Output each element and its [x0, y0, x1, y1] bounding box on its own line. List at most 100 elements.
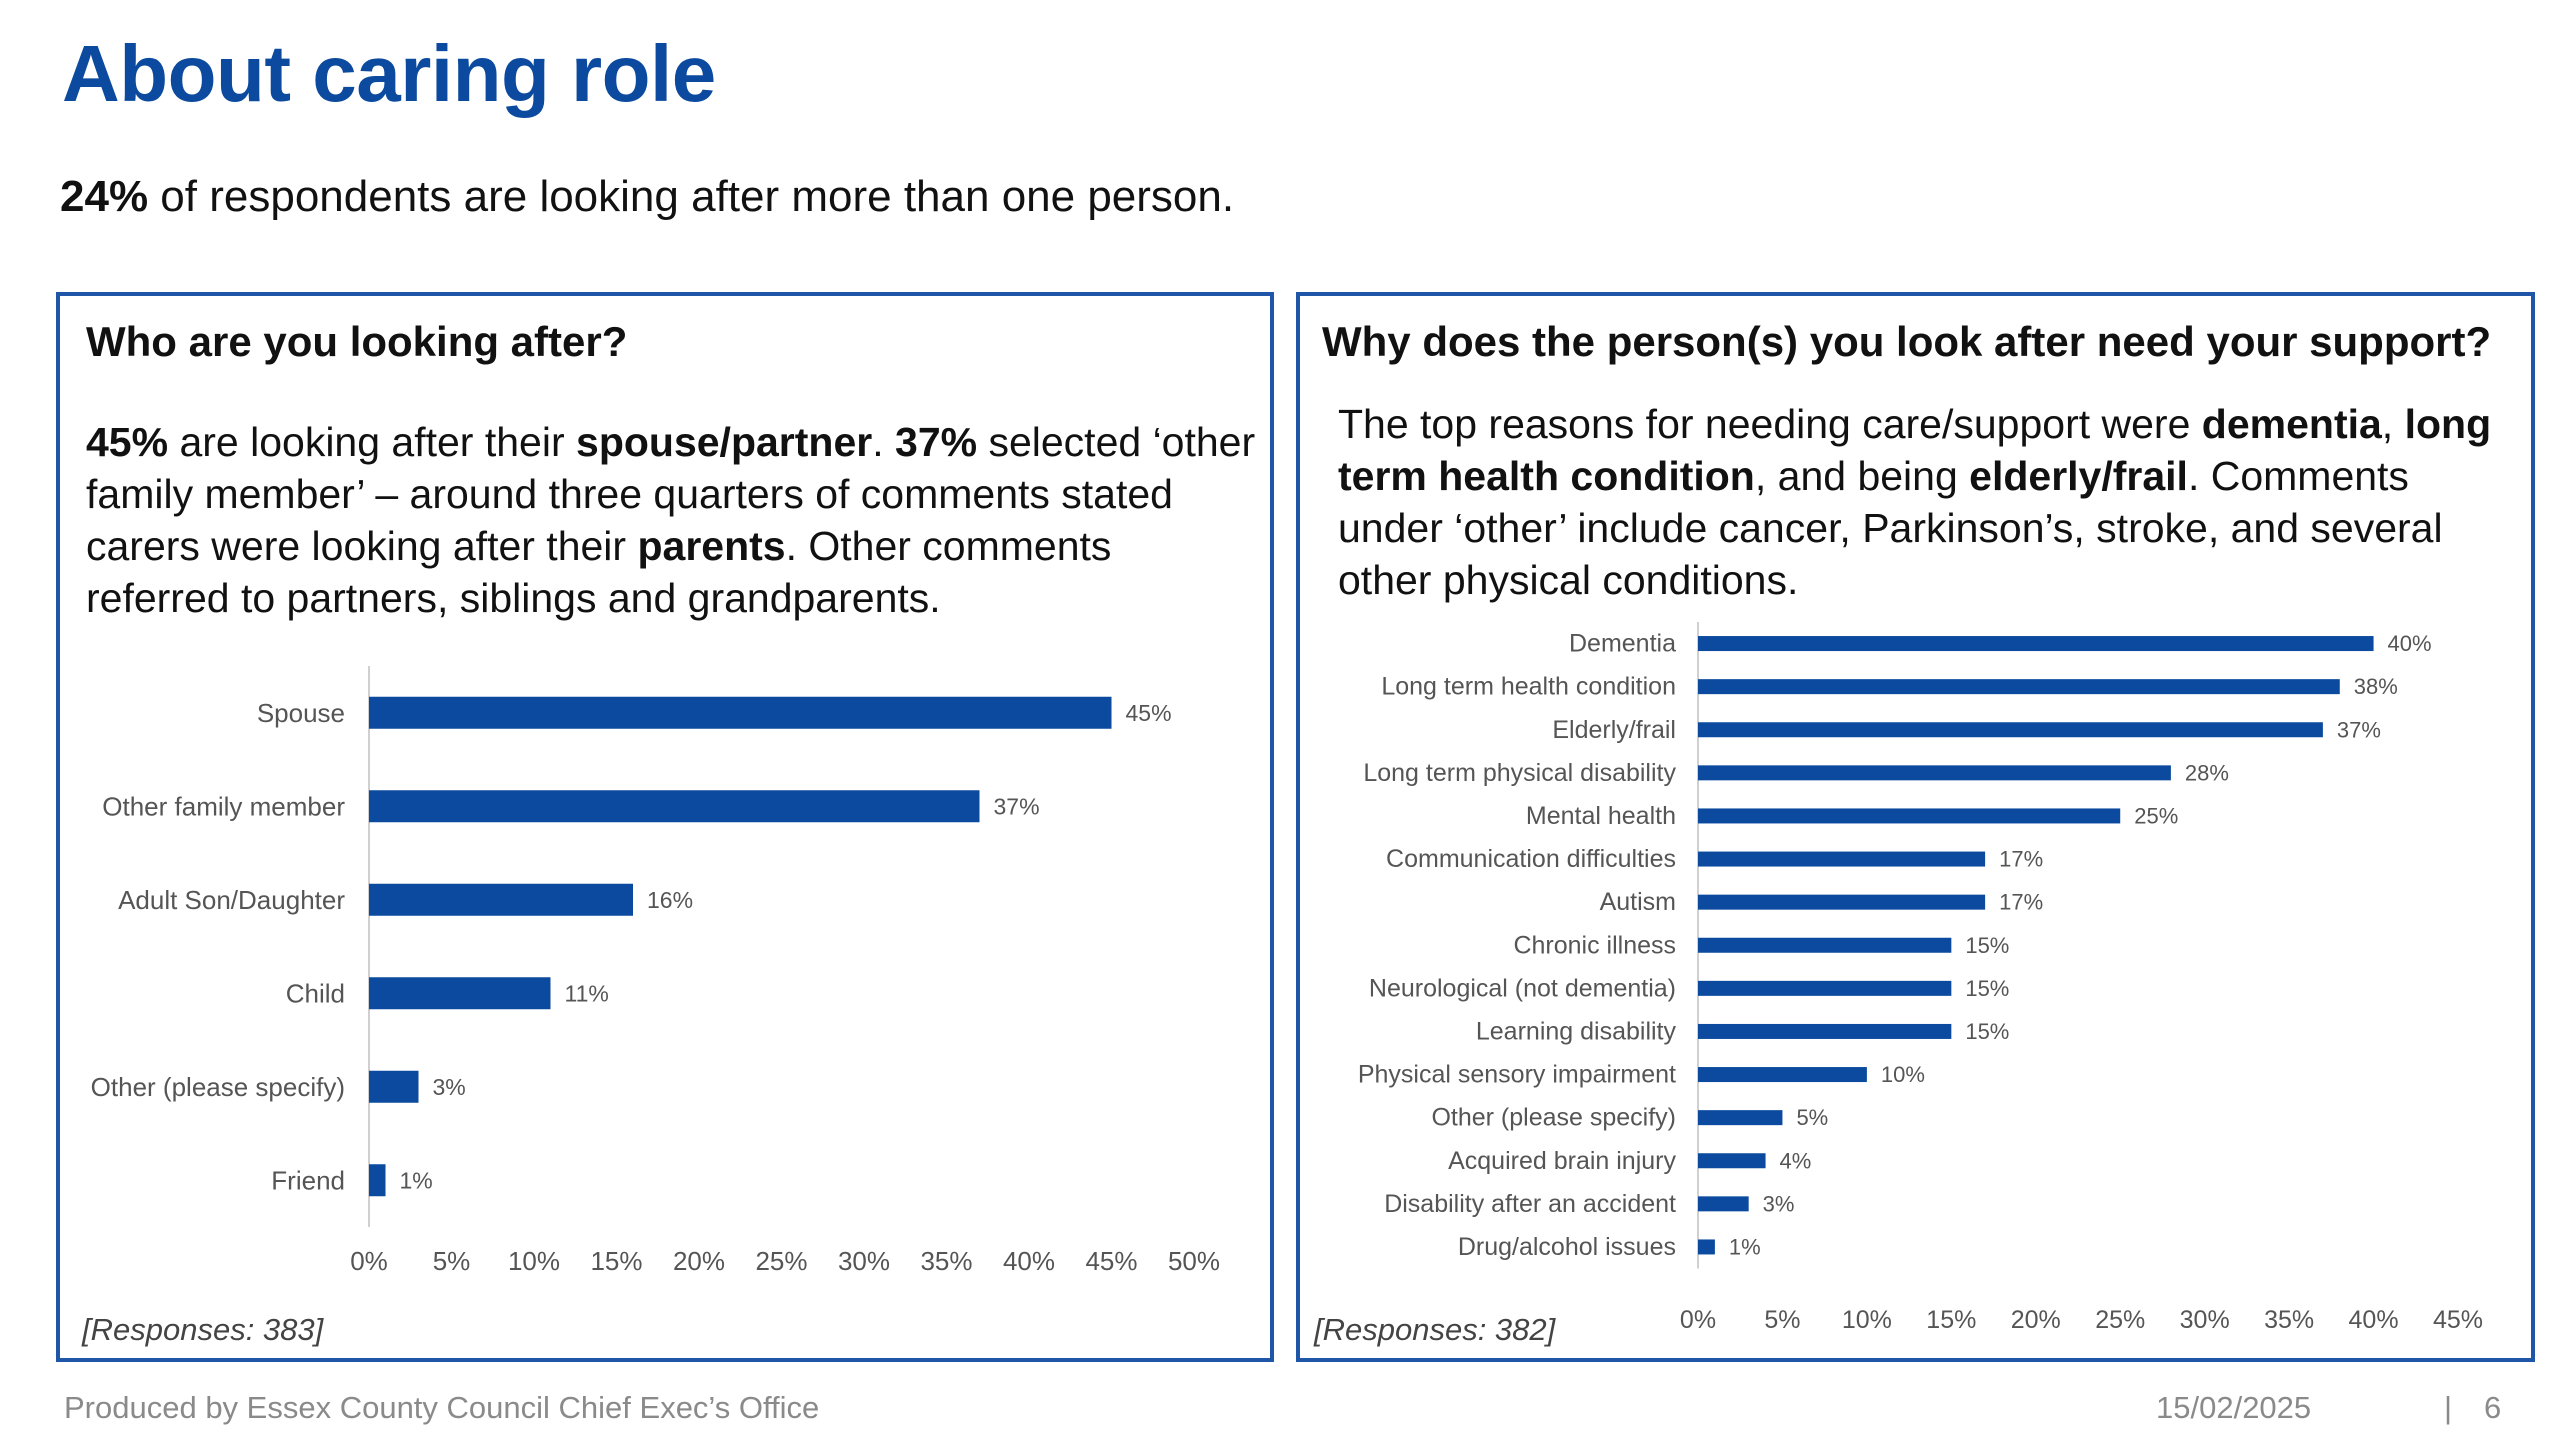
x-tick-label: 30% — [838, 1246, 890, 1276]
x-tick-label: 30% — [2180, 1306, 2230, 1334]
data-label: 10% — [1881, 1062, 1925, 1087]
footer-credit: Produced by Essex County Council Chief E… — [64, 1390, 820, 1425]
bar — [1698, 851, 1986, 867]
panel-who-looking-after: Who are you looking after? 45% are looki… — [56, 292, 1274, 1362]
footer-page-number: 6 — [2484, 1390, 2502, 1425]
bar — [369, 883, 633, 916]
body-text-segment: , and being — [1754, 453, 1970, 499]
chart-who-looking-after: Spouse 45% Other family member 37% Adult Son… — [91, 666, 1220, 1276]
bar — [1698, 1153, 1766, 1169]
bar — [1698, 1239, 1715, 1255]
panel-heading: Who are you looking after? — [86, 318, 628, 365]
body-emphasis: 37% — [895, 419, 978, 465]
body-text-segment: are looking after their — [168, 419, 577, 465]
data-label: 11% — [565, 980, 609, 1006]
x-tick-label: 10% — [1842, 1306, 1892, 1334]
category-label: Mental health — [1526, 802, 1676, 830]
body-emphasis: spouse/partner — [576, 419, 873, 465]
bar — [1698, 722, 2323, 738]
data-label: 5% — [1796, 1105, 1828, 1130]
data-label: 3% — [1763, 1191, 1795, 1216]
x-tick-label: 5% — [433, 1246, 471, 1276]
data-label: 37% — [2337, 717, 2381, 742]
data-label: 45% — [1126, 700, 1172, 726]
body-emphasis: 45% — [86, 419, 169, 465]
bar — [1698, 1196, 1749, 1212]
data-label: 3% — [433, 1074, 466, 1100]
data-label: 40% — [2388, 631, 2432, 656]
category-label: Adult Son/Daughter — [118, 885, 345, 915]
data-label: 16% — [647, 887, 693, 913]
x-tick-label: 45% — [2433, 1306, 2483, 1334]
category-label: Acquired brain injury — [1448, 1147, 1676, 1175]
x-tick-label: 0% — [1680, 1306, 1716, 1334]
data-label: 25% — [2134, 803, 2178, 828]
category-label: Dementia — [1569, 630, 1676, 658]
bar — [1698, 937, 1952, 953]
x-tick-label: 35% — [920, 1246, 972, 1276]
bar — [1698, 679, 2340, 695]
data-label: 38% — [2354, 674, 2398, 699]
category-label: Communication difficulties — [1386, 845, 1676, 873]
data-label: 15% — [1965, 976, 2009, 1001]
data-label: 37% — [994, 793, 1040, 819]
panel-heading: Why does the person(s) you look after ne… — [1322, 318, 2492, 365]
body-emphasis: long term health condition — [1338, 401, 2492, 499]
body-emphasis: elderly/frail — [1969, 453, 2188, 499]
body-text-segment: The top reasons for needing care/support… — [1338, 401, 2202, 447]
category-label: Learning disability — [1476, 1017, 1677, 1045]
body-text-segment: selected ‘other family member’ – around … — [86, 419, 1256, 569]
x-tick-label: 15% — [1926, 1306, 1976, 1334]
data-label: 4% — [1780, 1148, 1812, 1173]
x-tick-label: 40% — [2349, 1306, 2399, 1334]
subtitle-bold-figure: 24% — [60, 172, 149, 221]
bar — [1698, 636, 2374, 652]
bar — [369, 790, 980, 823]
category-label: Elderly/frail — [1552, 716, 1676, 744]
x-tick-label: 15% — [590, 1246, 642, 1276]
data-label: 17% — [1999, 847, 2043, 872]
chart-why-support: Dementia 40% Long term health condition 38%… — [1358, 622, 2483, 1334]
category-label: Long term physical disability — [1363, 759, 1676, 787]
data-label: 28% — [2185, 760, 2229, 785]
x-tick-label: 20% — [673, 1246, 725, 1276]
body-emphasis: parents — [637, 523, 786, 569]
footer-separator: | — [2444, 1390, 2453, 1425]
responses-count: [Responses: 382] — [1314, 1312, 1556, 1347]
category-label: Friend — [271, 1165, 345, 1195]
panel-body-text: 45% are looking after their spouse/partn… — [86, 416, 1266, 624]
category-label: Disability after an accident — [1384, 1190, 1676, 1218]
panel-body-text: The top reasons for needing care/support… — [1338, 398, 2518, 606]
data-label: 1% — [400, 1167, 433, 1193]
data-label: 1% — [1729, 1234, 1761, 1259]
footer-date: 15/02/2025 — [2156, 1390, 2312, 1425]
x-tick-label: 0% — [350, 1246, 388, 1276]
body-text-segment: . Comments under ‘other’ include cancer,… — [1338, 453, 2443, 603]
bar — [1698, 980, 1952, 996]
bar — [369, 696, 1112, 729]
category-label: Chronic illness — [1513, 931, 1676, 959]
bar — [1698, 808, 2121, 824]
bar — [369, 977, 551, 1010]
category-label: Other (please specify) — [91, 1072, 345, 1102]
bar — [1698, 765, 2171, 781]
x-tick-label: 25% — [755, 1246, 807, 1276]
bar — [1698, 1067, 1867, 1083]
responses-count: [Responses: 383] — [82, 1312, 324, 1347]
bar — [369, 1070, 419, 1103]
data-label: 15% — [1965, 1019, 2009, 1044]
category-label: Drug/alcohol issues — [1458, 1233, 1676, 1261]
x-tick-label: 10% — [508, 1246, 560, 1276]
x-tick-label: 5% — [1764, 1306, 1800, 1334]
body-text-segment: , — [2381, 401, 2405, 447]
category-label: Neurological (not dementia) — [1369, 974, 1676, 1002]
category-label: Spouse — [257, 698, 345, 728]
body-text-segment: . Other comments referred to partners, s… — [86, 523, 1112, 621]
x-tick-label: 40% — [1003, 1246, 1055, 1276]
x-tick-label: 20% — [2011, 1306, 2061, 1334]
category-label: Other (please specify) — [1431, 1104, 1676, 1132]
category-label: Long term health condition — [1381, 673, 1676, 701]
x-tick-label: 35% — [2264, 1306, 2314, 1334]
category-label: Autism — [1600, 888, 1676, 916]
body-text-segment: . — [872, 419, 896, 465]
